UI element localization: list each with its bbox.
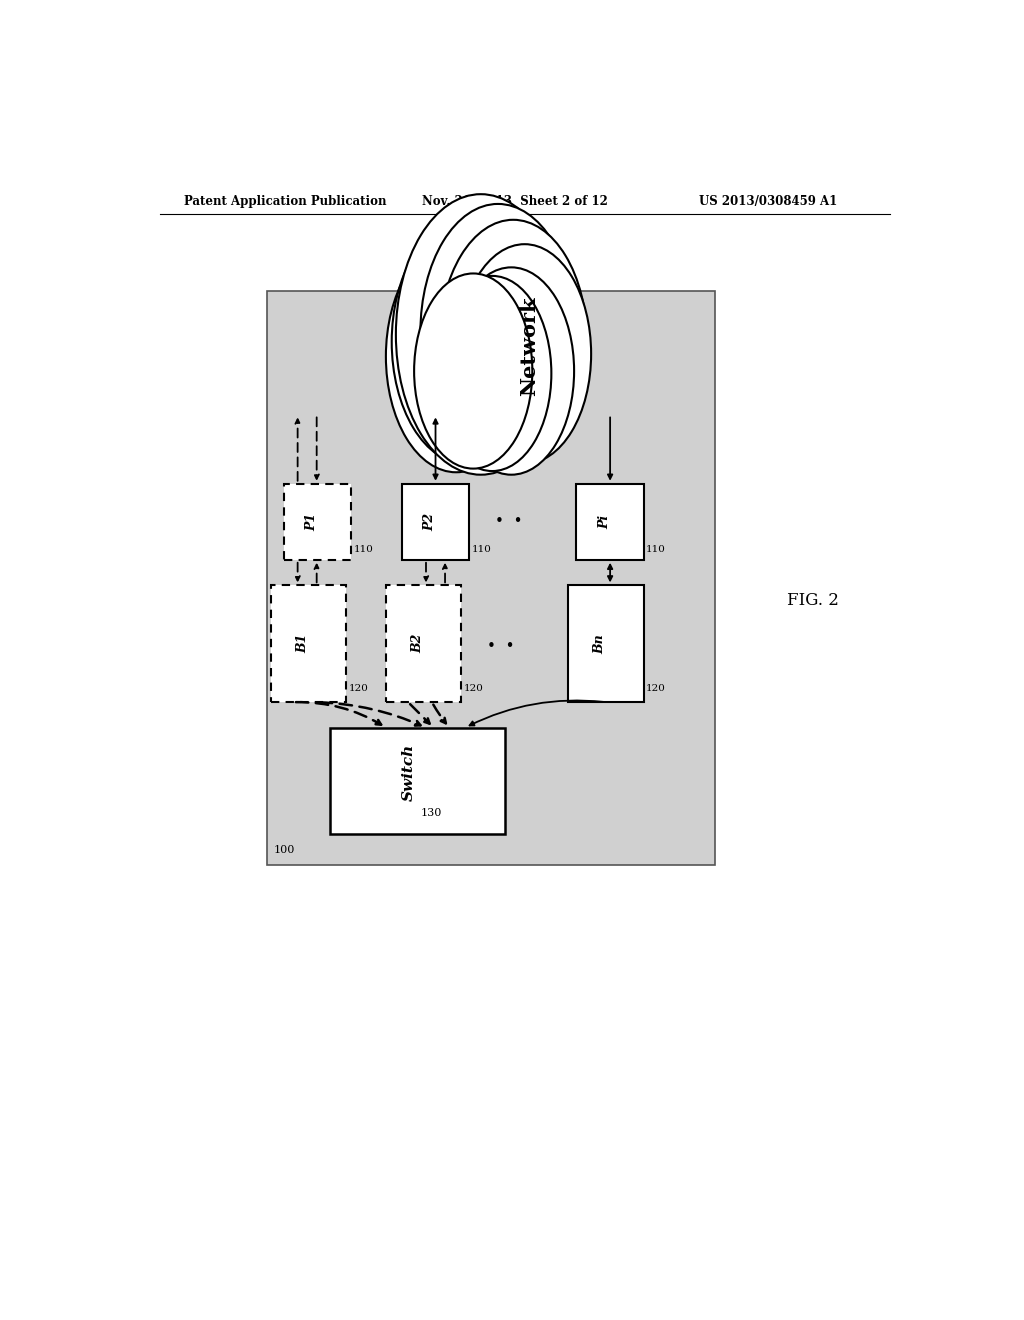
- Text: 120: 120: [646, 684, 666, 693]
- Text: 100: 100: [273, 845, 295, 854]
- Text: FIG. 2: FIG. 2: [786, 593, 839, 609]
- Text: •  •: • •: [487, 639, 515, 653]
- Ellipse shape: [414, 273, 532, 469]
- Ellipse shape: [392, 220, 540, 463]
- FancyBboxPatch shape: [401, 483, 469, 560]
- Ellipse shape: [386, 240, 526, 473]
- Text: B2: B2: [411, 634, 424, 653]
- FancyBboxPatch shape: [331, 727, 505, 834]
- FancyBboxPatch shape: [386, 585, 462, 702]
- Text: 110: 110: [646, 545, 666, 554]
- Ellipse shape: [433, 276, 551, 471]
- FancyBboxPatch shape: [577, 483, 644, 560]
- Text: Switch: Switch: [402, 743, 416, 801]
- FancyBboxPatch shape: [568, 585, 644, 702]
- Ellipse shape: [458, 244, 591, 463]
- Text: •  •: • •: [496, 513, 522, 529]
- Text: P2: P2: [424, 512, 436, 531]
- Text: B1: B1: [296, 634, 309, 653]
- Text: 110: 110: [353, 545, 374, 554]
- Text: 120: 120: [348, 684, 369, 693]
- Ellipse shape: [439, 220, 587, 463]
- Text: Bn: Bn: [594, 634, 606, 653]
- Text: US 2013/0308459 A1: US 2013/0308459 A1: [699, 194, 838, 207]
- Ellipse shape: [449, 268, 574, 475]
- Text: 120: 120: [464, 684, 483, 693]
- FancyBboxPatch shape: [284, 483, 351, 560]
- Ellipse shape: [396, 194, 566, 475]
- FancyBboxPatch shape: [267, 290, 715, 865]
- Text: P1: P1: [305, 512, 318, 531]
- Text: Nov. 21, 2013  Sheet 2 of 12: Nov. 21, 2013 Sheet 2 of 12: [422, 194, 607, 207]
- Text: Patent Application Publication: Patent Application Publication: [183, 194, 386, 207]
- Text: 110: 110: [472, 545, 492, 554]
- Ellipse shape: [421, 203, 575, 461]
- Text: 130: 130: [421, 808, 442, 818]
- Text: Pi: Pi: [598, 515, 611, 529]
- FancyBboxPatch shape: [270, 585, 346, 702]
- Text: Network: Network: [519, 297, 539, 396]
